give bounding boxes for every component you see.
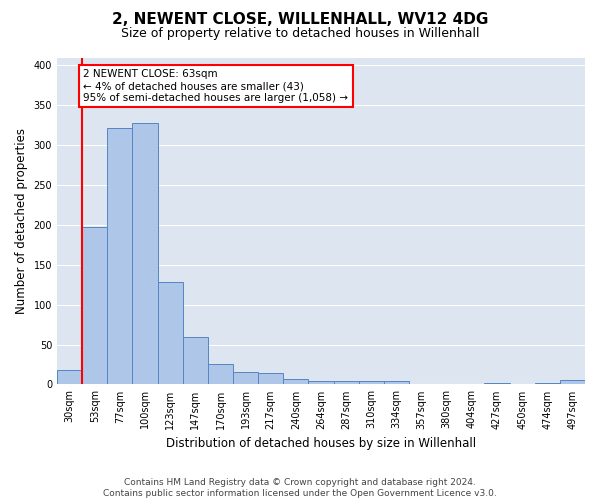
Text: 2, NEWENT CLOSE, WILLENHALL, WV12 4DG: 2, NEWENT CLOSE, WILLENHALL, WV12 4DG (112, 12, 488, 28)
Bar (384, 381, 409, 384)
X-axis label: Distribution of detached houses by size in Willenhall: Distribution of detached houses by size … (166, 437, 476, 450)
Bar (258, 374, 283, 384)
Bar (560, 380, 585, 384)
Bar (57, 370, 82, 384)
Text: Contains HM Land Registry data © Crown copyright and database right 2024.
Contai: Contains HM Land Registry data © Crown c… (103, 478, 497, 498)
Bar (535, 383, 560, 384)
Bar (208, 364, 233, 384)
Bar (283, 379, 308, 384)
Bar (107, 128, 133, 384)
Bar (233, 372, 258, 384)
Y-axis label: Number of detached properties: Number of detached properties (15, 128, 28, 314)
Bar (133, 123, 158, 384)
Bar (158, 282, 183, 384)
Text: 2 NEWENT CLOSE: 63sqm
← 4% of detached houses are smaller (43)
95% of semi-detac: 2 NEWENT CLOSE: 63sqm ← 4% of detached h… (83, 70, 349, 102)
Bar (183, 336, 208, 384)
Bar (359, 381, 384, 384)
Bar (484, 383, 509, 384)
Text: Size of property relative to detached houses in Willenhall: Size of property relative to detached ho… (121, 28, 479, 40)
Bar (334, 381, 359, 384)
Bar (308, 381, 334, 384)
Bar (82, 226, 107, 384)
